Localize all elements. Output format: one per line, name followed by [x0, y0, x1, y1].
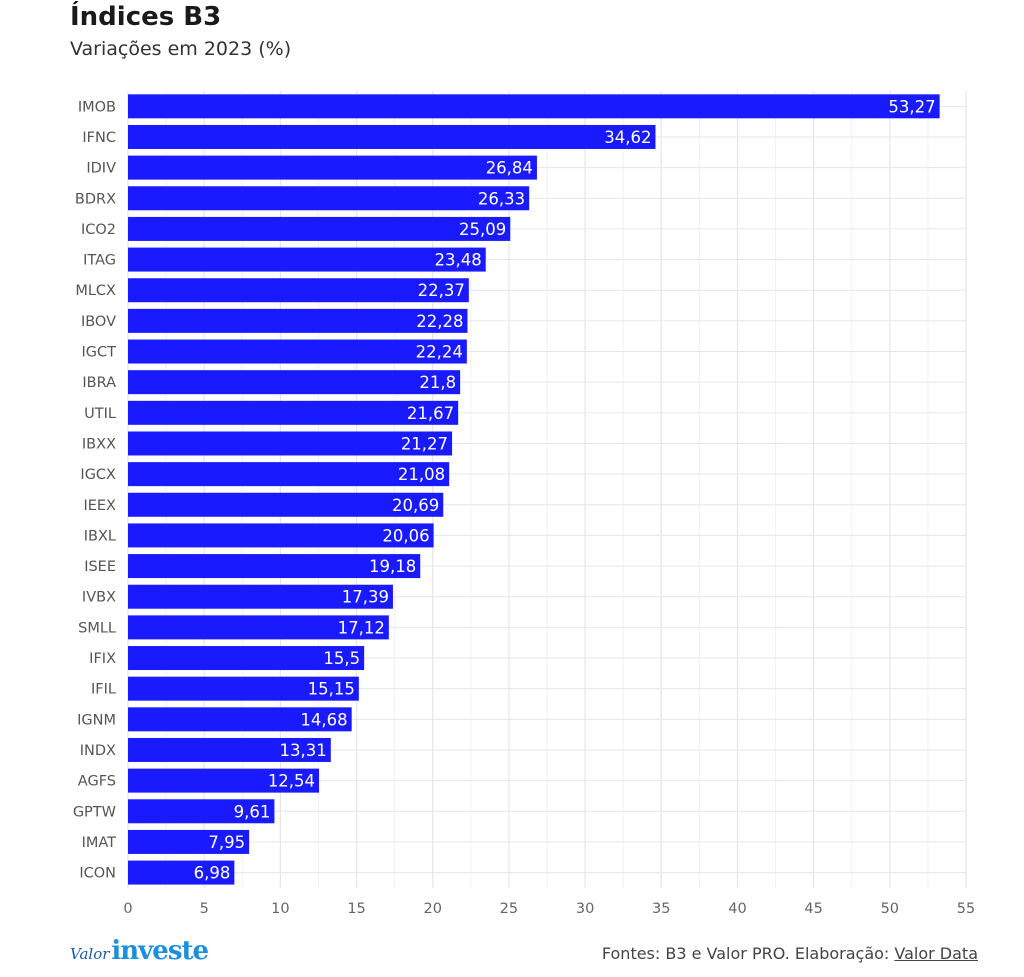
data-label: 15,5: [323, 649, 360, 668]
category-label: IFIL: [91, 682, 116, 698]
data-label: 15,15: [308, 680, 355, 699]
category-label: IGCT: [82, 345, 117, 361]
category-label: GPTW: [73, 804, 116, 820]
chart-subtitle: Variações em 2023 (%): [70, 38, 292, 60]
category-label: INDX: [80, 743, 116, 759]
data-label: 34,62: [604, 128, 651, 147]
data-label: 6,98: [194, 864, 231, 883]
data-label: 19,18: [369, 557, 416, 576]
data-label: 20,69: [392, 496, 439, 515]
logo-valor-text: Valor: [70, 945, 110, 963]
x-tick-label: 30: [576, 901, 594, 917]
x-tick-label: 45: [804, 901, 822, 917]
data-label: 17,12: [338, 618, 385, 637]
category-label: ICO2: [81, 222, 116, 238]
x-tick-label: 40: [728, 901, 746, 917]
bar: [128, 124, 656, 149]
data-label: 26,84: [486, 159, 533, 178]
data-label: 17,39: [342, 588, 389, 607]
data-label: 53,27: [888, 97, 935, 116]
category-label: AGFS: [78, 774, 116, 790]
x-tick-label: 0: [123, 901, 132, 917]
source-text: Fontes: B3 e Valor PRO. Elaboração:: [601, 944, 895, 963]
category-label: IBXX: [82, 436, 116, 452]
logo-investe-text: investe: [111, 936, 209, 966]
bar: [128, 216, 511, 241]
bar: [128, 400, 459, 425]
bar: [128, 370, 461, 395]
valor-investe-logo: Valor investe: [70, 936, 209, 966]
category-label: IFIX: [89, 651, 116, 667]
category-label: ITAG: [83, 253, 116, 269]
bar: [128, 94, 940, 119]
bar: [128, 707, 352, 732]
category-label: UTIL: [84, 406, 116, 422]
category-label: IDIV: [86, 161, 116, 177]
bar: [128, 676, 359, 701]
data-label: 7,95: [208, 833, 245, 852]
bar: [128, 523, 434, 548]
data-label: 22,24: [416, 343, 463, 362]
bar: [128, 799, 275, 824]
x-tick-label: 35: [652, 901, 670, 917]
bar: [128, 737, 331, 762]
bar: [128, 186, 530, 211]
bar: [128, 462, 450, 487]
category-label: IBOV: [81, 314, 116, 330]
category-label: IBXL: [84, 528, 116, 544]
data-label: 9,61: [234, 802, 271, 821]
category-label: IMAT: [82, 835, 117, 851]
data-label: 21,08: [398, 465, 445, 484]
bar: [128, 615, 389, 640]
bar: [128, 768, 320, 793]
bar: [128, 554, 421, 579]
data-label: 26,33: [478, 189, 525, 208]
x-tick-label: 15: [347, 901, 365, 917]
data-label: 21,8: [419, 373, 456, 392]
category-label: IGCX: [80, 467, 116, 483]
chart-title: Índices B3: [70, 2, 222, 32]
x-tick-label: 10: [271, 901, 289, 917]
bar: [128, 308, 468, 333]
category-label: IGNM: [77, 712, 116, 728]
bar: [128, 829, 250, 854]
data-label: 13,31: [280, 741, 327, 760]
data-label: 20,06: [382, 526, 429, 545]
category-label: MLCX: [75, 283, 116, 299]
data-label: 22,28: [416, 312, 463, 331]
bar: [128, 646, 365, 671]
category-label: IEEX: [83, 498, 116, 514]
bar: [128, 278, 469, 303]
data-label: 23,48: [434, 251, 481, 270]
data-label: 12,54: [268, 772, 315, 791]
x-tick-label: 20: [424, 901, 442, 917]
category-label: ISEE: [84, 559, 116, 575]
x-tick-label: 5: [200, 901, 209, 917]
data-label: 14,68: [300, 710, 347, 729]
bar: [128, 860, 235, 885]
x-tick-label: 55: [957, 901, 975, 917]
data-label: 21,27: [401, 434, 448, 453]
x-tick-label: 25: [500, 901, 518, 917]
data-label: 25,09: [459, 220, 506, 239]
data-label: 22,37: [418, 281, 465, 300]
source-note: Fontes: B3 e Valor PRO. Elaboração: Valo…: [602, 944, 978, 963]
x-tick-label: 50: [881, 901, 899, 917]
source-link[interactable]: Valor Data: [894, 944, 978, 963]
data-label: 21,67: [407, 404, 454, 423]
bar: [128, 247, 486, 272]
category-label: SMLL: [78, 620, 116, 636]
category-label: IBRA: [82, 375, 116, 391]
bar: [128, 339, 467, 364]
bar: [128, 155, 537, 180]
bar: [128, 584, 393, 609]
bar: [128, 492, 444, 517]
category-label: BDRX: [75, 191, 116, 207]
category-label: ICON: [79, 866, 116, 882]
bar: [128, 431, 453, 456]
category-label: IVBX: [82, 590, 116, 606]
category-label: IMOB: [78, 99, 116, 115]
category-label: IFNC: [82, 130, 116, 146]
bar-chart: IMOB 53,27 IFNC 34,62 IDIV 26,84 BDRX 26,33 ICO2…: [73, 91, 975, 917]
